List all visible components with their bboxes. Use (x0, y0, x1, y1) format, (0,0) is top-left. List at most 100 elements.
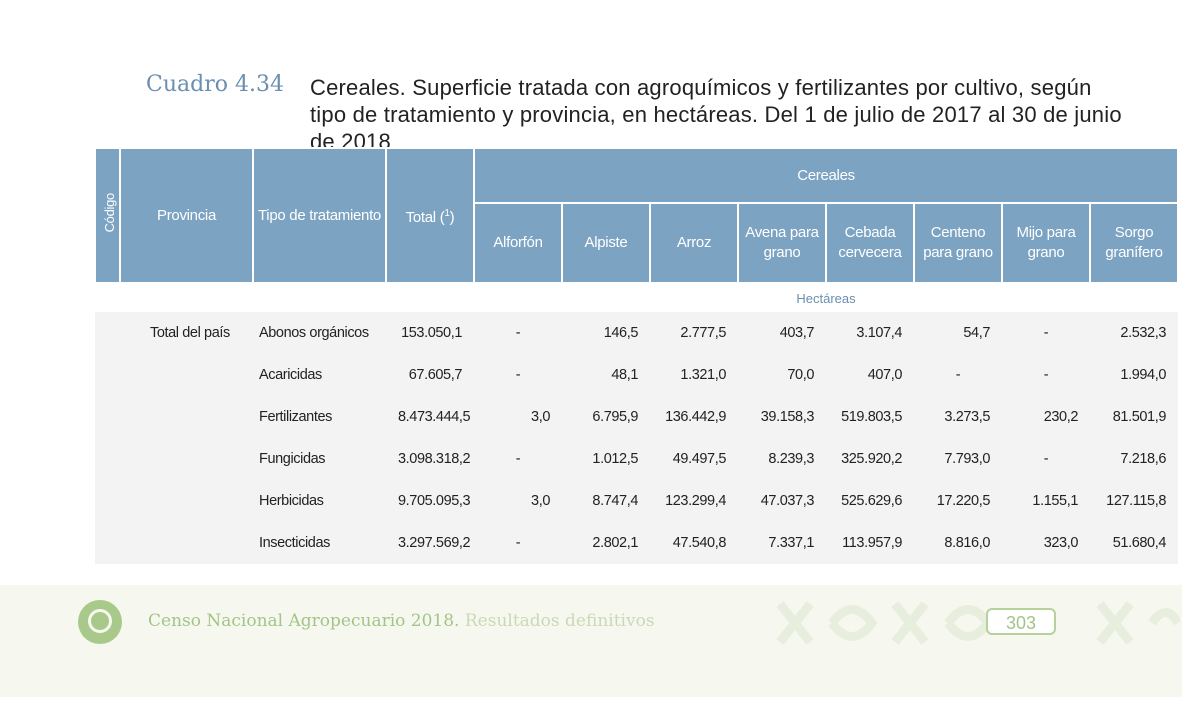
cell-value: 3,0 (474, 396, 562, 438)
cell-value: 2.532,3 (1090, 312, 1179, 354)
decorative-pattern (776, 601, 1180, 645)
cell-value: 1.321,0 (650, 354, 738, 396)
cell-codigo (95, 438, 120, 480)
table-header: Código Provincia Tipo de tratamiento Tot… (94, 147, 1180, 284)
cell-value: 47.037,3 (738, 480, 826, 522)
header-codigo: Código (94, 147, 121, 284)
cell-total: 3.297.569,2 (386, 522, 474, 564)
cell-value: 81.501,9 (1090, 396, 1179, 438)
cell-codigo (95, 522, 120, 564)
cell-value: 51.680,4 (1090, 522, 1179, 564)
cell-value: 403,7 (738, 312, 826, 354)
cell-value: 323,0 (1002, 522, 1090, 564)
cell-value: 7.793,0 (914, 438, 1002, 480)
cell-value: 127.115,8 (1090, 480, 1179, 522)
cell-tipo: Herbicidas (253, 480, 386, 522)
cell-value: 123.299,4 (650, 480, 738, 522)
cell-tipo: Abonos orgánicos (253, 312, 386, 354)
cell-tipo: Acaricidas (253, 354, 386, 396)
units-label: Hectáreas (474, 283, 1179, 312)
cell-value: 136.442,9 (650, 396, 738, 438)
cell-value: 3.107,4 (826, 312, 914, 354)
cell-value: 3.273,5 (914, 396, 1002, 438)
table-row: Herbicidas 9.705.095,3 3,0 8.747,4 123.299,4… (95, 480, 1179, 522)
cell-value: 6.795,9 (562, 396, 650, 438)
data-table-container: Código Provincia Tipo de tratamiento Tot… (94, 147, 1180, 564)
cell-value: 49.497,5 (650, 438, 738, 480)
cell-value: 146,5 (562, 312, 650, 354)
cell-total: 9.705.095,3 (386, 480, 474, 522)
cell-tipo: Fertilizantes (253, 396, 386, 438)
header-crop: Alpiste (561, 202, 651, 284)
page-number: 303 (986, 608, 1056, 635)
cell-tipo: Insecticidas (253, 522, 386, 564)
cell-value: - (474, 312, 562, 354)
cell-value: 47.540,8 (650, 522, 738, 564)
cell-value: - (474, 354, 562, 396)
cell-value: 39.158,3 (738, 396, 826, 438)
table-title: Cereales. Superficie tratada con agroquí… (310, 75, 1122, 154)
census-logo (78, 600, 122, 644)
cell-total: 8.473.444,5 (386, 396, 474, 438)
cell-provincia (120, 396, 253, 438)
cell-codigo (95, 396, 120, 438)
cell-value: 48,1 (562, 354, 650, 396)
header-crop: Arroz (649, 202, 739, 284)
header-crop: Avena para grano (737, 202, 827, 284)
cell-value: 8.816,0 (914, 522, 1002, 564)
cell-value: 1.012,5 (562, 438, 650, 480)
cell-tipo: Fungicidas (253, 438, 386, 480)
table-row: Fungicidas 3.098.318,2-1.012,5 49.497,5 8.2… (95, 438, 1179, 480)
cell-provincia (120, 522, 253, 564)
cell-value: - (474, 522, 562, 564)
cell-codigo (95, 480, 120, 522)
header-cereales-group: Cereales (472, 147, 1180, 204)
cell-value: 230,2 (1002, 396, 1090, 438)
cell-value: 8.747,4 (562, 480, 650, 522)
cell-value: - (474, 438, 562, 480)
header-crop: Sorgo granífero (1088, 202, 1180, 284)
cell-value: 70,0 (738, 354, 826, 396)
header-crop: Mijo para grano (1001, 202, 1091, 284)
cell-value: 113.957,9 (826, 522, 914, 564)
table-row: Acaricidas 67.605,7-48,1 1.321,0 70,0 407,0-… (95, 354, 1179, 396)
cell-value: 525.629,6 (826, 480, 914, 522)
cell-codigo (95, 312, 120, 354)
cell-value: 3,0 (474, 480, 562, 522)
cell-value: 1.155,1 (1002, 480, 1090, 522)
cell-value: 325.920,2 (826, 438, 914, 480)
cell-provincia (120, 354, 253, 396)
cell-value: - (914, 354, 1002, 396)
cell-value: 519.803,5 (826, 396, 914, 438)
cell-total: 3.098.318,2 (386, 438, 474, 480)
cell-provincia (120, 438, 253, 480)
cell-value: 1.994,0 (1090, 354, 1179, 396)
cell-total: 153.050,1 (386, 312, 474, 354)
table-row: Total del país Abonos orgánicos 153.050,1-… (95, 312, 1179, 354)
cell-value: 407,0 (826, 354, 914, 396)
cell-value: 2.777,5 (650, 312, 738, 354)
header-crop: Alforfón (473, 202, 563, 284)
table-row: Insecticidas 3.297.569,2-2.802,1 47.540,8 7… (95, 522, 1179, 564)
cell-value: 17.220,5 (914, 480, 1002, 522)
cell-provincia: Total del país (120, 312, 253, 354)
cell-value: - (1002, 438, 1090, 480)
page-footer (0, 585, 1182, 697)
table-number: Cuadro 4.34 (146, 72, 284, 97)
header-tipo-tratamiento: Tipo de tratamiento (252, 147, 387, 284)
cell-total: 67.605,7 (386, 354, 474, 396)
cell-value: 54,7 (914, 312, 1002, 354)
cell-value: - (1002, 354, 1090, 396)
cell-value: 8.239,3 (738, 438, 826, 480)
footer-publication-title: Censo Nacional Agropecuario 2018. Result… (148, 611, 655, 631)
data-table: Código Provincia Tipo de tratamiento Tot… (94, 147, 1180, 564)
cell-value: - (1002, 312, 1090, 354)
header-crop: Centeno para grano (913, 202, 1003, 284)
header-crop: Cebada cervecera (825, 202, 915, 284)
cell-provincia (120, 480, 253, 522)
header-total: Total (1) (385, 147, 475, 284)
header-provincia: Provincia (119, 147, 254, 284)
table-row: Fertilizantes 8.473.444,5 3,0 6.795,9 136.44… (95, 396, 1179, 438)
cell-value: 7.218,6 (1090, 438, 1179, 480)
cell-codigo (95, 354, 120, 396)
